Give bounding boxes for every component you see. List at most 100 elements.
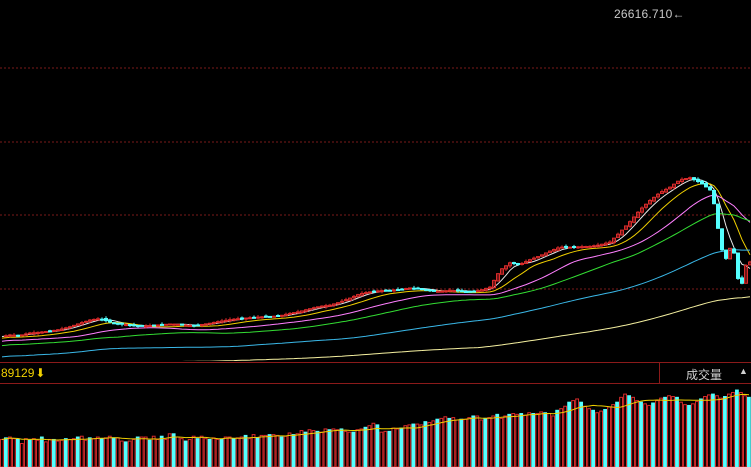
candle-body — [404, 288, 408, 291]
candle-body — [664, 188, 668, 193]
volume-bar — [559, 408, 564, 467]
candle-body — [332, 303, 336, 306]
candle-body — [524, 261, 528, 265]
volume-bar — [431, 420, 436, 467]
candle-body — [240, 317, 244, 320]
volume-bar — [623, 393, 627, 467]
candle-body — [604, 242, 608, 246]
candle-body — [680, 178, 684, 182]
volume-bar — [19, 443, 24, 467]
candle-body — [32, 332, 36, 335]
volume-bar — [395, 428, 400, 467]
volume-bar — [595, 412, 600, 467]
candle-body — [348, 297, 352, 301]
candle-body — [216, 321, 220, 324]
candle-body — [644, 203, 648, 208]
volume-bar — [371, 422, 376, 467]
volume-bar — [247, 438, 252, 467]
volume-bar — [603, 408, 607, 467]
candle-body — [548, 250, 552, 254]
indicator-tab-volume[interactable]: 成交量 ▲ — [659, 363, 751, 383]
volume-bar — [207, 438, 212, 467]
volume-bar — [439, 417, 444, 467]
candle-body — [176, 323, 180, 326]
volume-bar — [575, 398, 580, 467]
candle-body — [16, 334, 20, 337]
volume-bar — [115, 437, 120, 467]
price-chart[interactable] — [0, 0, 751, 361]
ma30-line — [1, 213, 751, 347]
volume-bar — [619, 396, 623, 467]
volume-bar — [391, 427, 396, 467]
volume-bar — [211, 437, 216, 467]
volume-bar — [499, 417, 504, 467]
volume-bar — [279, 436, 284, 467]
candle-body — [300, 310, 304, 313]
volume-bar — [435, 418, 440, 467]
candle-body — [24, 333, 28, 336]
volume-bar — [295, 433, 300, 467]
volume-bar — [347, 431, 352, 467]
ma120-line — [177, 296, 751, 361]
candle-body — [516, 263, 520, 266]
volume-bar — [275, 434, 280, 467]
candle-body — [52, 329, 56, 332]
candle-body — [676, 180, 680, 184]
candle-body — [344, 299, 348, 302]
candle-body — [304, 309, 308, 312]
candle-body — [744, 264, 748, 284]
candle-body — [148, 325, 152, 328]
candle-body — [704, 182, 708, 188]
candle-body — [688, 177, 692, 180]
candle-body — [568, 246, 572, 249]
candle-body — [428, 289, 432, 292]
volume-bar — [71, 438, 76, 467]
volume-bar — [715, 395, 719, 467]
candle-body — [140, 324, 144, 327]
volume-bar — [79, 435, 84, 467]
candle-body — [416, 287, 420, 290]
candle-body — [28, 332, 32, 335]
volume-bar — [567, 401, 572, 467]
candle-body — [328, 304, 332, 307]
volume-bar — [459, 418, 464, 467]
candle-body — [668, 186, 672, 190]
candle-body — [732, 248, 736, 254]
volume-bar — [143, 436, 148, 467]
volume-bar — [631, 396, 635, 467]
candle-body — [120, 322, 124, 325]
candle-body — [616, 233, 620, 239]
candle-body — [648, 199, 652, 205]
candle-body — [356, 294, 360, 298]
candle-body — [560, 246, 564, 249]
volume-bar — [83, 439, 88, 467]
candle-body — [252, 316, 256, 319]
volume-bar — [683, 404, 687, 467]
candle-body — [244, 317, 248, 320]
volume-bar — [491, 415, 496, 467]
candle-body — [208, 322, 212, 325]
candle-body — [364, 292, 368, 295]
volume-bar — [75, 436, 80, 467]
volume-bar — [267, 434, 272, 467]
volume-bar — [99, 438, 104, 467]
candle-body — [480, 289, 484, 292]
volume-bar — [327, 429, 332, 467]
volume-bar — [35, 439, 40, 467]
volume-chart[interactable] — [0, 384, 751, 467]
volume-bar — [627, 395, 631, 467]
candle-body — [632, 216, 636, 223]
volume-bar — [343, 430, 348, 467]
candle-body — [280, 314, 284, 317]
candle-body — [340, 300, 344, 303]
candle-body — [624, 225, 628, 230]
candle-body — [76, 323, 80, 326]
candle-body — [220, 320, 224, 323]
volume-bar — [67, 438, 72, 467]
volume-bar — [3, 437, 8, 467]
volume-bar — [615, 401, 619, 467]
volume-bar — [723, 396, 727, 467]
indicator-dropdown-icon[interactable]: ▲ — [739, 366, 748, 376]
candle-body — [352, 295, 356, 299]
volume-bar — [651, 402, 655, 467]
